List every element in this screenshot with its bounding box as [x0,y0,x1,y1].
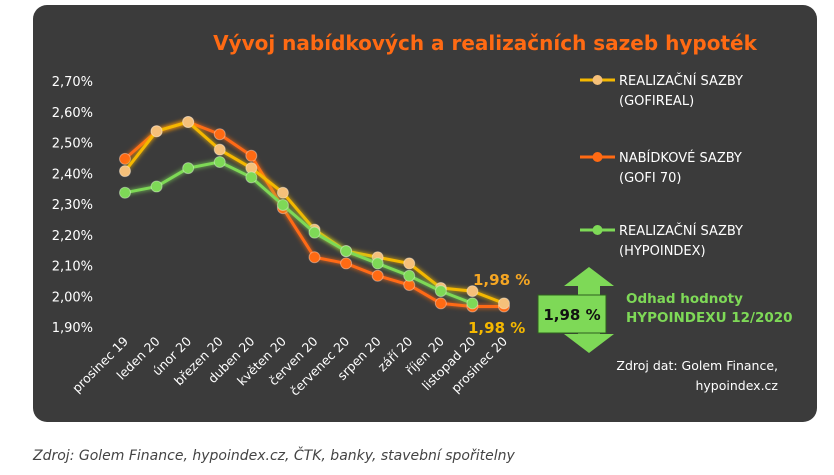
series-line [124,120,504,308]
data-point [150,180,163,193]
data-point [498,297,510,310]
data-point [340,257,353,270]
data-point [119,165,131,178]
y-tick-label: 2,70% [52,75,93,90]
legend-label: REALIZAČNÍ SAZBY [619,223,743,239]
legend-swatch-marker [592,152,603,162]
line-chart: Vývoj nabídkových a realizačních sazeb h… [52,31,793,399]
estimate-value: 1,98 % [543,306,600,324]
data-point [276,186,289,199]
series-line [124,160,473,305]
data-point [403,257,416,270]
legend-label: REALIZAČNÍ SAZBY [619,73,743,89]
data-point [245,149,258,162]
legend-label: (HYPOINDEX) [619,244,706,259]
y-tick-label: 1,90% [52,321,93,336]
data-point [403,269,416,282]
legend-swatch-marker [592,75,603,85]
data-point [466,297,479,310]
data-point [434,285,447,298]
series-line [123,120,505,305]
data-point [308,226,321,239]
data-source-note: hypoindex.cz [695,378,778,393]
data-point [182,115,195,128]
data-point [119,186,131,199]
data-point [276,199,289,211]
data-point [371,269,384,282]
legend-label: NABÍDKOVÉ SAZBY [619,150,742,166]
y-tick-label: 2,20% [52,229,93,244]
data-point [466,285,479,298]
data-point [340,245,353,258]
data-label-bottom: 1,98 % [468,319,525,337]
annotations: 1,98 % 1,98 % 1,98 % Odhad hodnoty HYPOINDEX… [468,267,793,393]
y-tick-label: 2,40% [52,167,93,182]
y-tick-label: 2,00% [52,290,93,305]
y-tick-label: 2,60% [52,106,93,121]
y-tick-label: 2,50% [52,137,93,152]
y-tick-label: 2,30% [52,198,93,213]
data-point [245,171,258,184]
legend-swatch-marker [592,225,603,235]
series-lines [119,115,510,313]
data-point [213,143,226,156]
legend-label: (GOFI 70) [619,171,681,186]
y-tick-label: 2,10% [52,260,93,275]
data-source-note: Zdroj dat: Golem Finance, [616,358,778,373]
source-caption: Zdroj: Golem Finance, hypoindex.cz, ČTK,… [33,448,515,464]
data-label-top: 1,98 % [473,271,530,289]
estimate-caption: HYPOINDEXU 12/2020 [626,310,793,326]
y-axis: 2,70% 2,60% 2,50% 2,40% 2,30% 2,20% 2,10% 2,00%… [52,75,93,336]
chart-panel: Vývoj nabídkových a realizačních sazeb h… [33,5,817,422]
data-point [213,128,226,141]
data-point [434,297,447,310]
data-point [308,251,321,264]
chart-title: Vývoj nabídkových a realizačních sazeb h… [213,31,758,55]
legend-label: (GOFIREAL) [619,94,694,109]
data-point [182,162,195,175]
data-point [150,125,163,138]
estimate-box [537,294,607,334]
legend: REALIZAČNÍ SAZBY (GOFIREAL) NABÍDKOVÉ SAZB… [580,73,743,259]
data-point [213,155,226,168]
data-point [119,152,131,165]
data-point [371,257,384,270]
estimate-caption: Odhad hodnoty [626,291,743,307]
